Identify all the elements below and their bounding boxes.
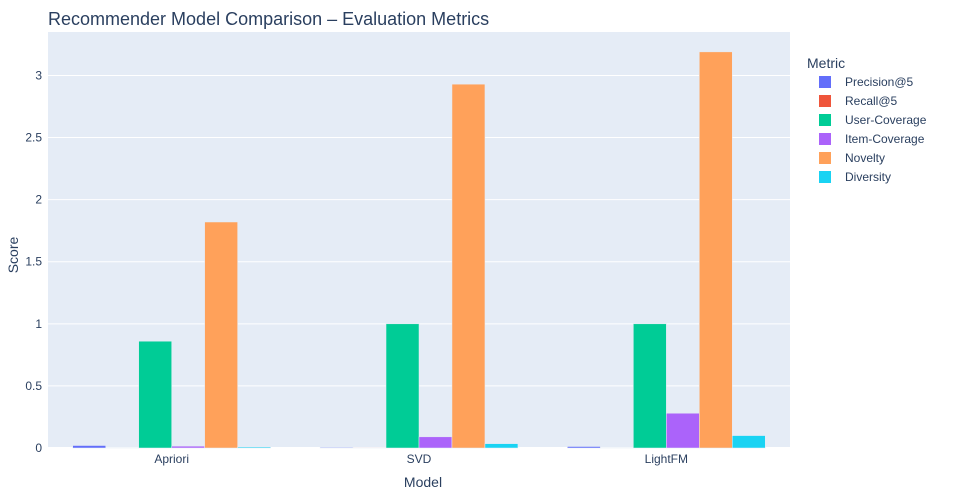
bar-item-coverage-apriori	[171, 445, 205, 449]
y-tick-label: 1.5	[25, 255, 42, 269]
bar-user-coverage-apriori	[138, 340, 172, 449]
legend-item-label: Item-Coverage	[845, 132, 925, 146]
legend-item-label: Diversity	[845, 170, 891, 184]
bar-novelty-svd	[451, 83, 486, 449]
bar-diversity-svd	[484, 443, 519, 449]
bar-diversity-lightfm	[732, 435, 766, 449]
y-tick-label: 2.5	[25, 131, 42, 145]
x-tick-label: Apriori	[154, 452, 189, 466]
legend-item-label: Novelty	[845, 151, 885, 165]
x-axis-ticks: Apriori SVD LightFM	[154, 452, 688, 466]
legend-swatch	[819, 133, 831, 145]
y-tick-label: 2	[35, 193, 42, 207]
x-axis-title: Model	[404, 474, 442, 490]
bar-user-coverage-svd	[385, 323, 420, 449]
legend-item-label: Recall@5	[845, 94, 898, 108]
legend-swatch	[819, 171, 831, 183]
bar-precision-5-svd	[319, 447, 354, 449]
bar-item-coverage-lightfm	[666, 412, 700, 449]
legend-swatch	[819, 152, 831, 164]
bar-novelty-lightfm	[699, 51, 733, 449]
y-tick-label: 0.5	[25, 379, 42, 393]
legend-title: Metric	[807, 55, 845, 71]
bars	[72, 51, 766, 449]
y-tick-label: 1	[35, 317, 42, 331]
y-axis-ticks: 0 0.5 1 1.5 2 2.5 3	[25, 68, 42, 455]
legend-item-label: Precision@5	[845, 75, 914, 89]
bar-diversity-apriori	[237, 446, 271, 449]
y-axis-title: Score	[5, 237, 21, 274]
legend-swatch	[819, 114, 831, 126]
y-tick-label: 0	[35, 441, 42, 455]
bar-novelty-apriori	[204, 221, 238, 449]
bar-user-coverage-lightfm	[633, 323, 667, 449]
bar-precision-5-apriori	[72, 445, 106, 449]
x-tick-label: LightFM	[645, 452, 688, 466]
chart-title: Recommender Model Comparison – Evaluatio…	[48, 9, 489, 29]
y-tick-label: 3	[35, 68, 42, 82]
legend: Metric Precision@5 Recall@5 User-Coverage I…	[807, 55, 927, 184]
legend-item-label: User-Coverage	[845, 113, 927, 127]
bar-precision-5-lightfm	[567, 446, 601, 449]
legend-swatch	[819, 95, 831, 107]
legend-swatch	[819, 76, 831, 88]
bar-item-coverage-svd	[418, 436, 453, 449]
x-tick-label: SVD	[407, 452, 432, 466]
